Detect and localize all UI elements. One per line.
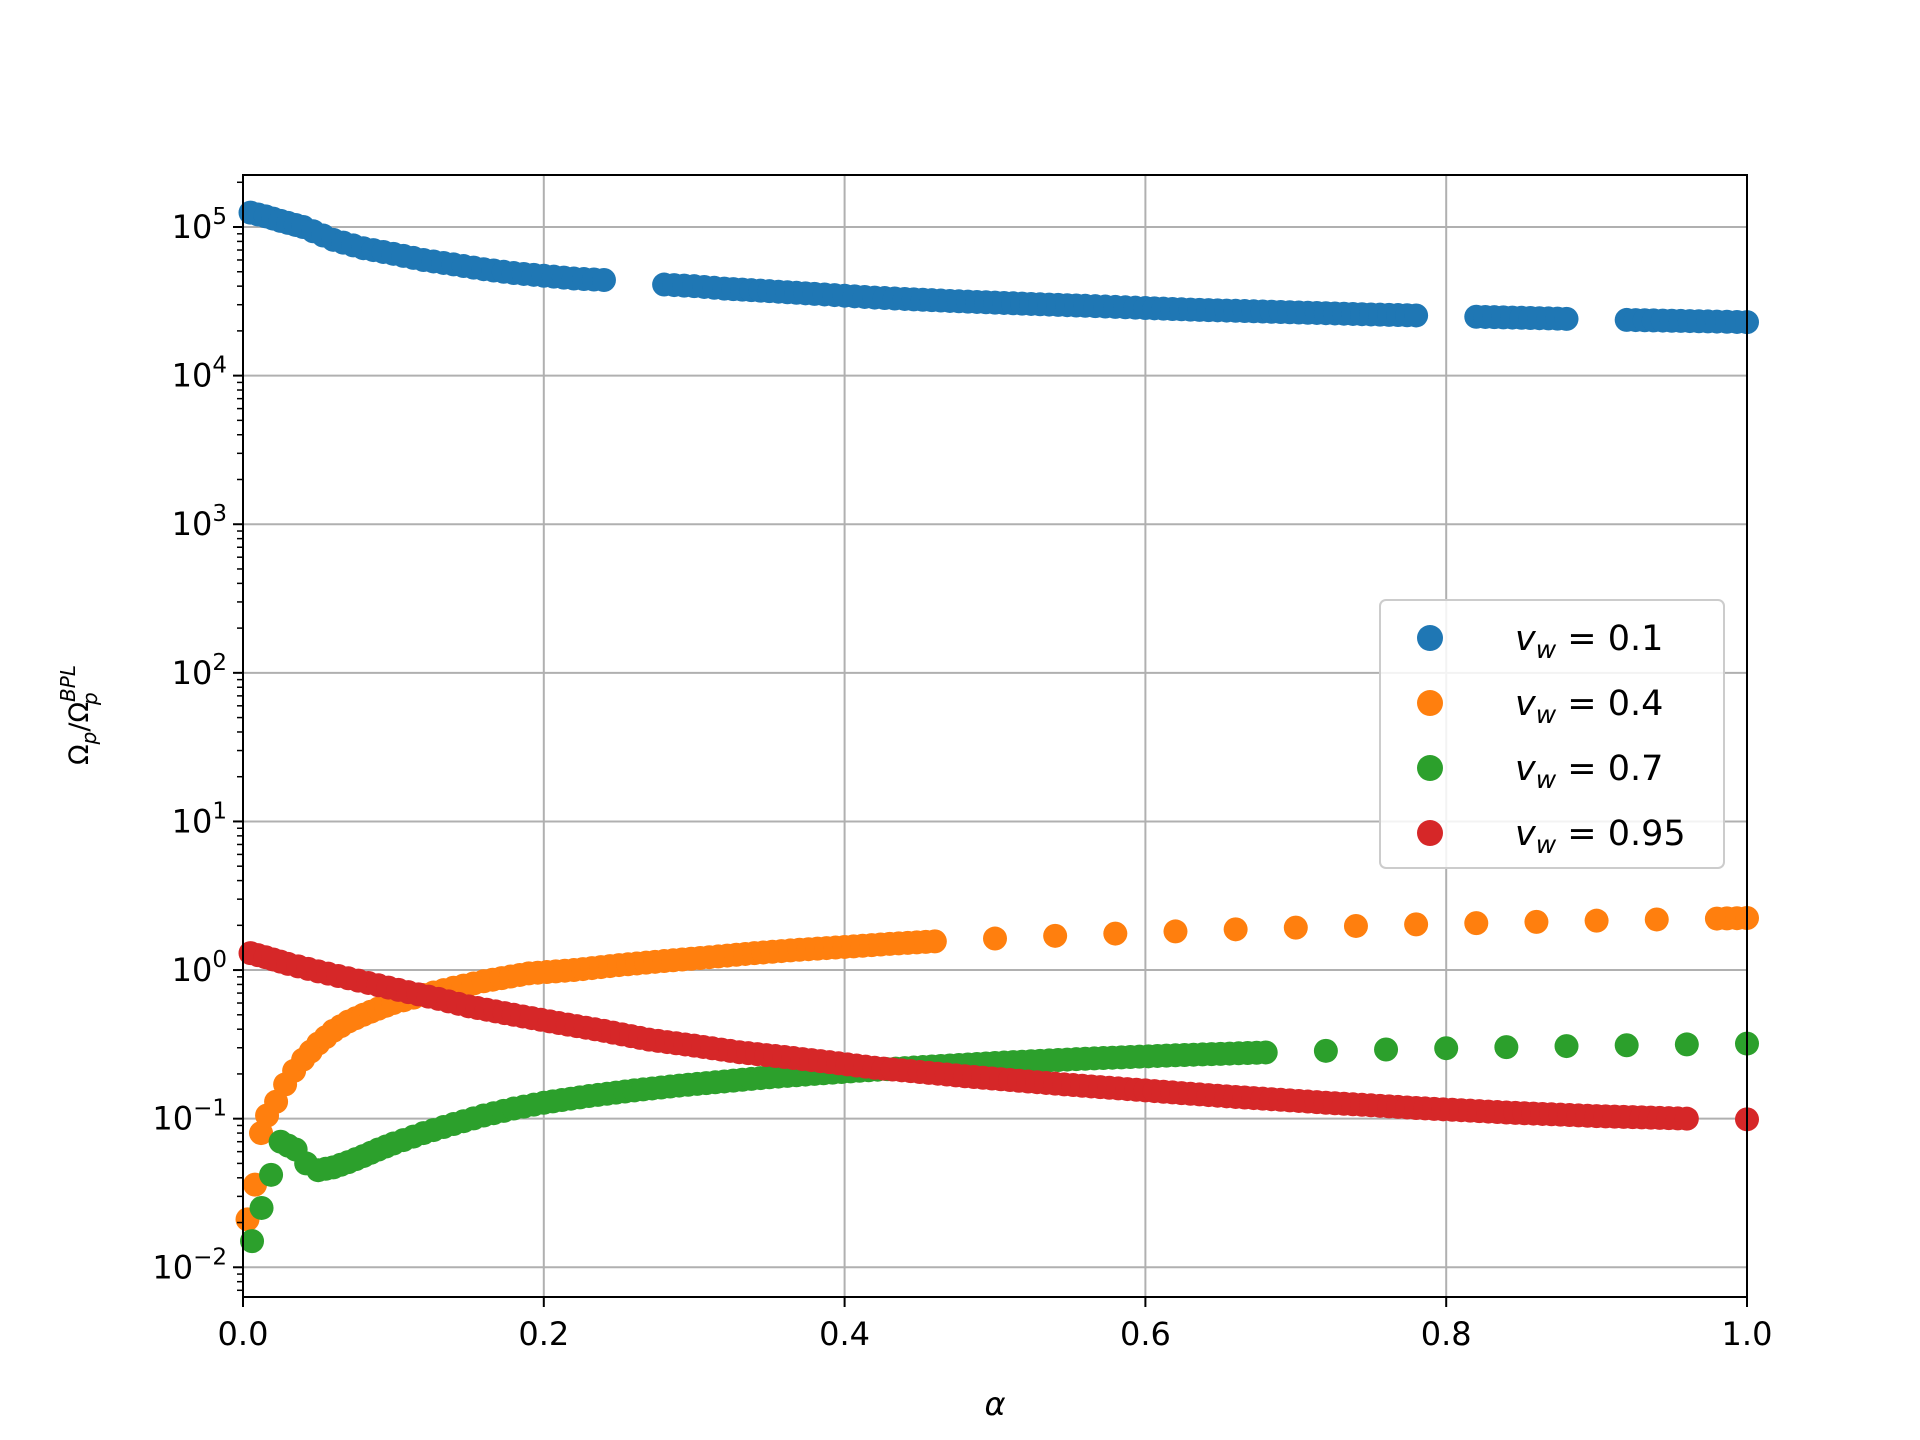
data-point — [1283, 915, 1308, 940]
y-tick-label: 103 — [172, 501, 227, 543]
x-tick-label: 1.0 — [1722, 1315, 1773, 1353]
x-tick-label: 0.6 — [1120, 1315, 1171, 1353]
data-point — [1434, 1036, 1459, 1061]
y-tick-label: 100 — [172, 947, 227, 989]
legend-label: vw = 0.95 — [1515, 814, 1686, 859]
y-axis-label: Ωp/ΩBPLp — [56, 665, 102, 765]
legend-marker — [1417, 690, 1443, 716]
data-point — [1614, 1033, 1639, 1058]
data-point — [1374, 1037, 1399, 1062]
legend-marker — [1417, 820, 1443, 846]
legend-label: vw = 0.7 — [1515, 749, 1663, 794]
series-2 — [240, 1031, 1759, 1254]
legend: vw = 0.1 vw = 0.4 vw = 0.7 vw = 0.95 — [1379, 599, 1725, 869]
data-point — [1043, 923, 1068, 948]
data-point — [1554, 1034, 1579, 1059]
series-0 — [238, 200, 1759, 335]
data-point — [983, 926, 1007, 951]
y-tick-label: 10−1 — [152, 1096, 227, 1138]
x-axis-label: α — [984, 1385, 1005, 1423]
series-1 — [235, 906, 1759, 1232]
data-point — [1644, 907, 1669, 932]
legend-label: vw = 0.1 — [1515, 619, 1663, 664]
x-tick-label: 0.4 — [819, 1315, 870, 1353]
data-point — [1163, 919, 1188, 944]
legend-marker — [1417, 755, 1443, 781]
y-tick-label: 105 — [172, 204, 227, 246]
data-point — [1404, 303, 1429, 328]
legend-label: vw = 0.4 — [1515, 684, 1663, 729]
data-point — [1584, 908, 1609, 933]
data-point — [1103, 921, 1128, 946]
data-point — [1404, 912, 1429, 937]
data-series — [235, 200, 1759, 1254]
data-point — [922, 929, 947, 954]
y-tick-label: 10−2 — [152, 1244, 227, 1286]
legend-marker — [1417, 625, 1443, 651]
axis-ticks: 0.0 0.2 0.4 0.6 0.8 1.0 10−2 10−1 100 101 102 103 10… — [152, 181, 1773, 1353]
series-3 — [238, 941, 1759, 1132]
data-point — [1313, 1038, 1338, 1063]
x-tick-label: 0.8 — [1421, 1315, 1472, 1353]
data-point — [1464, 911, 1489, 936]
x-tick-label: 0.0 — [218, 1315, 269, 1353]
data-point — [1343, 913, 1368, 938]
data-point — [1524, 909, 1549, 934]
y-tick-label: 101 — [172, 798, 227, 840]
data-point — [1494, 1035, 1519, 1060]
data-point — [249, 1195, 274, 1220]
data-point — [1253, 1040, 1278, 1065]
legend-box — [1379, 599, 1725, 869]
y-tick-label: 104 — [172, 353, 227, 395]
data-point — [1674, 1106, 1699, 1131]
data-point — [240, 1229, 265, 1254]
plot-frame — [242, 174, 1748, 1298]
x-tick-label: 0.2 — [518, 1315, 569, 1353]
data-point — [1674, 1032, 1699, 1057]
data-point — [591, 267, 616, 292]
legend-entries: vw = 0.1 vw = 0.4 vw = 0.7 vw = 0.95 — [1417, 619, 1686, 859]
data-point — [259, 1162, 284, 1187]
y-tick-label: 102 — [172, 650, 227, 692]
data-point — [1554, 306, 1579, 331]
data-point — [1223, 917, 1248, 942]
